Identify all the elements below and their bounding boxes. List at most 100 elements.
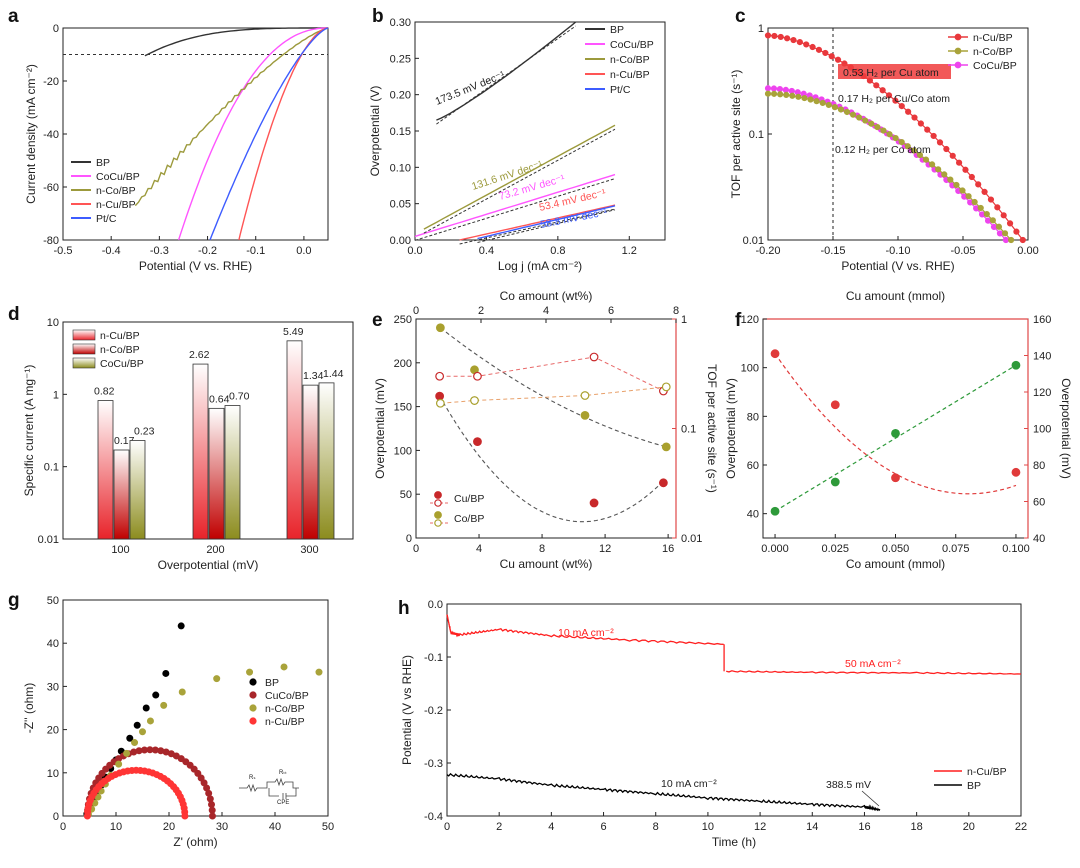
panel-c-legend-label: n-Cu/BP [973,32,1013,44]
panel-e-point-co-overpotential [661,442,671,452]
panel-e-right-tick-label: 1 [681,314,687,326]
panel-e-y-tick-label: 250 [394,314,412,326]
panel-d-bar-cocu-bp [318,382,335,540]
panel-g-point-n-co-bp [213,675,221,683]
panel-h-y-tick-label: -0.4 [424,811,443,823]
panel-h-y-tick-label: -0.3 [424,758,443,770]
panel-b-curve-n-cu-bp [459,204,616,241]
panel-h-x-tick-label: 20 [963,821,975,833]
panel-g-point-bp [152,691,160,699]
panel-e-label: e [372,310,383,331]
panel-c-point-n-co-bp [831,104,838,111]
panel-a-x-tick-label: -0.5 [54,245,73,257]
panel-g-y-tick-label: 40 [47,638,59,650]
panel-a-xlabel: Potential (V vs. RHE) [139,259,252,273]
panel-g-legend-label: BP [265,677,279,689]
panel-h-x-tick-label: 18 [911,821,923,833]
panel-c-x-tick-label: 0.00 [1017,245,1038,257]
panel-e-point-co-tof [661,382,671,392]
panel-f-fit-co [774,364,1017,512]
panel-g-legend-marker [249,717,257,725]
panel-c-point-cocu-bp [770,85,778,92]
panel-f-point-cu [830,400,840,410]
panel-g-legend-marker [249,678,257,686]
panel-d-bar-label-cocu-bp: 0.23 [134,426,155,438]
panel-b-legend-label: n-Cu/BP [610,69,650,81]
panel-c-point-n-co-bp [874,123,881,131]
panel-c-point-n-cu-bp [1006,220,1014,227]
panel-c-y-tick-label: 1 [758,23,764,35]
panel-c-point-n-co-bp [983,210,990,218]
panel-c-point-n-co-bp [856,114,863,121]
panel-a-x-tick-label: 0.0 [296,245,311,257]
panel-g-point-n-co-bp [115,760,123,768]
panel-a-legend-label: n-Co/BP [96,185,136,197]
panel-c-point-n-cu-bp [777,33,784,41]
panel-c-point-n-cu-bp [879,87,886,94]
panel-b-curve-pt-c [477,205,616,240]
panel-c-legend-marker [954,33,962,41]
panel-g-point-n-co-bp [131,739,139,747]
panel-d-y-tick-label: 1 [53,389,59,401]
panel-g-point-n-co-bp [178,688,186,696]
panel-g-point-n-co-bp [146,717,154,725]
panel-c-point-n-co-bp [971,198,978,206]
panel-g-point-cuco-bp [194,769,202,777]
panel-c-point-n-co-bp [862,117,869,124]
panel-c-annotation-cuco: 0.17 H₂ per Cu/Co atom [838,93,950,105]
panel-b-y-tick-label: 0.30 [390,17,411,29]
panel-c-point-n-co-bp [795,93,802,100]
panel-c-point-n-co-bp [1007,236,1015,244]
panel-f-x-tick-label: 0.050 [882,543,910,555]
panel-b-y-tick-label: 0.00 [390,235,411,247]
panel-d-bar-label-cocu-bp: 1.44 [323,368,344,380]
panel-h-annotation-ncu-10ma: 10 mA cm⁻² [558,627,614,639]
panel-c-point-n-cu-bp [968,173,975,181]
panel-c-point-n-cu-bp [975,181,982,188]
panel-h-legend-label: n-Cu/BP [967,766,1007,778]
panel-h-x-tick-label: 2 [496,821,502,833]
panel-a-x-tick-label: -0.2 [198,245,217,257]
panel-e-top-tick-label: 0 [413,305,419,317]
panel-e-top-tick-label: 8 [673,305,679,317]
panel-h-y-tick-label: -0.2 [424,705,443,717]
panel-g-circuit-label-rct: Rₜₜ [279,770,287,776]
panel-a-y-tick-label: -20 [43,76,59,88]
panel-c-curve-cocu-bp [767,87,1007,241]
panel-f-xlabel: Co amount (mmol) [846,557,945,571]
panel-e-y-tick-label: 150 [394,402,412,414]
panel-a-x-tick-label: -0.1 [246,245,265,257]
panel-d-legend-label: CoCu/BP [100,358,144,370]
panel-f-point-co [770,506,780,516]
panel-e-legend-marker [434,491,442,499]
panel-b-slope-label-bp: 173.5 mV dec⁻¹ [434,69,507,108]
panel-c-point-n-co-bp [777,91,784,98]
panel-c-point-n-cu-bp [764,32,772,39]
panel-c-point-n-cu-bp [905,108,912,115]
panel-c-point-n-cu-bp [936,139,944,146]
panel-g-point-bp [177,622,185,630]
panel-d-legend-label: n-Co/BP [100,344,140,356]
panel-c-point-cocu-bp [1002,236,1010,244]
panel-a-x-tick-label: -0.3 [150,245,169,257]
panel-f-right-tick-label: 100 [1033,424,1051,436]
panel-g-point-cuco-bp [206,795,214,803]
panel-e-legend-label: Cu/BP [454,493,484,505]
panel-g-point-n-co-bp [315,668,323,676]
panel-d-bar-n-co-bp [208,407,225,540]
panel-h-annotation-final-potential: 388.5 mV [826,779,871,791]
panel-c-point-n-co-bp [977,204,984,212]
panel-f-point-co [830,477,840,487]
panel-e-y-tick-label: 50 [400,489,412,501]
panel-h-annotation-ncu-50ma: 50 mA cm⁻² [845,658,901,670]
panel-e-point-co-overpotential [435,323,445,333]
panel-c-point-n-co-bp [1001,230,1009,237]
panel-d-x-tick-label: 100 [111,544,129,556]
panel-g-y-tick-label: 10 [47,768,59,780]
panel-a-legend-label: CoCu/BP [96,171,140,183]
panel-b-y-tick-label: 0.10 [390,162,411,174]
panel-d-bar-label-n-co-bp: 1.34 [303,370,324,382]
panel-c-point-n-co-bp [892,135,899,142]
panel-h-annotation-arrow [861,790,880,807]
panel-g-point-n-co-bp [280,663,288,671]
